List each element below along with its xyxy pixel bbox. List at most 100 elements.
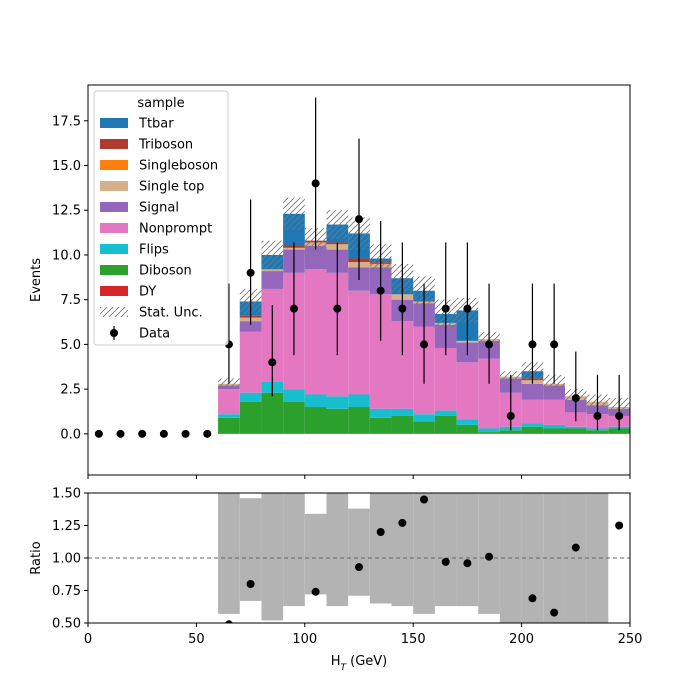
y-tick-label: 12.5 xyxy=(52,204,81,219)
data-marker xyxy=(463,304,472,313)
bar-diboson xyxy=(478,432,500,434)
stat-unc-band xyxy=(283,197,305,230)
data-marker xyxy=(528,340,537,349)
data-marker xyxy=(311,179,320,188)
legend-entry-nonprompt: Nonprompt xyxy=(100,222,212,237)
data-marker xyxy=(398,304,407,313)
legend-entry-triboson: Triboson xyxy=(100,138,193,153)
ratio-unc-bin xyxy=(304,513,327,595)
data-points xyxy=(94,97,624,438)
data-point xyxy=(94,429,103,438)
bar-diboson xyxy=(434,415,457,434)
bar-flips xyxy=(456,419,479,425)
legend-label: Flips xyxy=(139,243,169,258)
bar-nonprompt xyxy=(434,347,457,411)
bar-diboson xyxy=(564,428,587,434)
legend-swatch xyxy=(100,160,128,170)
x-axis-label: HT (GeV) xyxy=(331,654,388,673)
ratio-y-axis: 0.50 0.75 1.00 1.25 1.50 xyxy=(52,487,88,632)
bar-diboson xyxy=(326,408,349,434)
x-tick-label: 100 xyxy=(292,632,317,647)
legend-entry-flips: Flips xyxy=(100,243,169,258)
y-tick-label: 15.0 xyxy=(52,159,81,174)
data-marker xyxy=(94,429,103,438)
data-point xyxy=(268,305,277,397)
data-marker xyxy=(289,304,298,313)
legend-label: Nonprompt xyxy=(139,222,212,237)
data-point xyxy=(593,374,602,431)
legend-swatch xyxy=(100,181,128,191)
bar-diboson xyxy=(456,424,479,434)
data-point xyxy=(159,429,168,438)
legend-entry-single-top: Single top xyxy=(100,180,204,195)
ratio-unc-bin xyxy=(434,493,457,607)
data-point xyxy=(485,283,494,384)
main-x-axis-ticks xyxy=(87,475,631,479)
ratio-marker xyxy=(485,552,494,561)
data-point xyxy=(246,199,255,325)
bar-flips xyxy=(564,426,587,429)
bar-diboson xyxy=(586,430,609,434)
data-marker xyxy=(138,429,147,438)
bar-flips xyxy=(326,396,349,409)
ratio-unc-bin xyxy=(218,493,240,614)
x-tick-label: 150 xyxy=(401,632,426,647)
bar-diboson xyxy=(543,428,565,434)
legend-label: Diboson xyxy=(139,264,192,279)
legend-label: Singleboson xyxy=(139,159,218,174)
y-tick-label: 10.0 xyxy=(52,248,81,263)
data-point xyxy=(116,429,125,438)
ratio-y-tick-label: 0.50 xyxy=(52,617,81,632)
ratio-uncertainty-band xyxy=(218,493,609,623)
legend-title: sample xyxy=(137,96,184,111)
data-point xyxy=(181,429,190,438)
legend-label: Data xyxy=(139,327,170,342)
bar-diboson xyxy=(261,392,284,434)
data-marker xyxy=(246,268,255,277)
data-point xyxy=(571,351,580,422)
bar-flips xyxy=(543,424,565,429)
legend-label: Stat. Unc. xyxy=(139,306,203,321)
data-marker xyxy=(116,429,125,438)
legend-swatch xyxy=(100,202,128,212)
bar-nonprompt xyxy=(521,399,544,424)
data-point xyxy=(615,374,624,431)
ratio-marker xyxy=(441,557,450,566)
data-point xyxy=(289,242,298,356)
bar-diboson xyxy=(348,407,370,434)
bar-nonprompt xyxy=(239,331,262,393)
x-tick-label: 200 xyxy=(509,632,534,647)
ratio-unc-bin xyxy=(543,493,565,623)
ratio-marker xyxy=(225,620,233,623)
ratio-unc-bin xyxy=(326,493,349,607)
legend: sample Ttbar Triboson Singleboson Single top… xyxy=(93,90,229,346)
data-point xyxy=(550,283,559,384)
data-marker xyxy=(181,429,190,438)
legend-swatch xyxy=(100,139,128,149)
stat-unc-band xyxy=(326,210,349,239)
x-tick-label: 250 xyxy=(618,632,643,647)
legend-swatch xyxy=(100,286,128,296)
data-point xyxy=(333,242,342,356)
bar-flips xyxy=(239,392,262,402)
bar-nonprompt xyxy=(478,358,500,429)
bar-flips xyxy=(348,394,370,408)
legend-marker xyxy=(110,329,118,337)
main-plot-panel: 0.0 2.5 5.0 7.5 10.0 12.5 15.0 17.5 Events samp… xyxy=(29,84,631,479)
bar-nonprompt xyxy=(304,269,327,395)
bar-nonprompt xyxy=(218,389,240,415)
legend-entry-ttbar: Ttbar xyxy=(100,117,174,132)
data-marker xyxy=(593,411,602,420)
ratio-unc-bin xyxy=(391,493,414,607)
bar-flips xyxy=(478,428,500,433)
ratio-marker xyxy=(550,608,559,617)
bar-signal xyxy=(239,321,262,332)
bar-diboson xyxy=(283,401,305,434)
ratio-y-tick-label: 1.50 xyxy=(52,487,81,502)
legend-swatch xyxy=(100,223,128,233)
data-marker xyxy=(615,411,624,420)
main-plot-frame xyxy=(87,84,631,476)
data-marker xyxy=(420,340,429,349)
bar-diboson xyxy=(499,430,522,434)
bar-nonprompt xyxy=(369,294,392,409)
